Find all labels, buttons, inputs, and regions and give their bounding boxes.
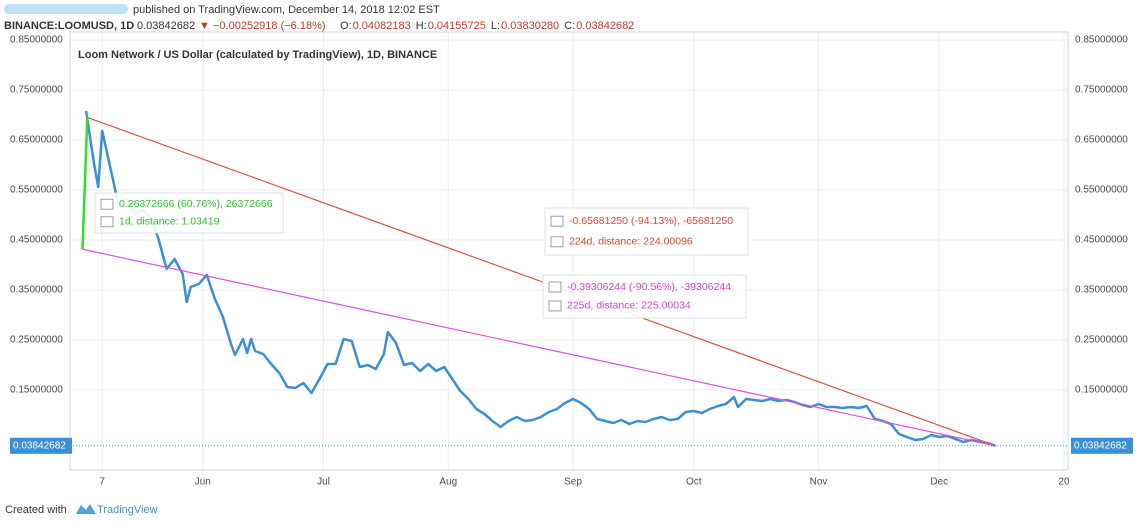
y-tick-label: 0.85000000 <box>10 35 63 46</box>
ohlc-value: 0.04155725 <box>428 20 486 32</box>
y2-tick-label: 0.85000000 <box>1075 35 1128 46</box>
y-tick-label: 0.35000000 <box>10 285 63 296</box>
measure-text: -0.65681250 (-94.13%), -65681250 <box>569 215 733 227</box>
x-tick-label: 7 <box>99 477 105 488</box>
measure-icon <box>100 216 114 228</box>
y2-tick-label: 0.15000000 <box>1075 385 1128 396</box>
measure-text: 225d, distance: 225.00034 <box>567 300 691 312</box>
logo <box>76 504 96 514</box>
y-tick-label: 0.25000000 <box>10 335 63 346</box>
measure-text: 0.26372666 (60.76%), 26372666 <box>119 198 273 210</box>
chart-title: Loom Network / US Dollar (calculated by … <box>78 49 437 61</box>
y2-tick-label: 0.55000000 <box>1075 185 1128 196</box>
ohlc-value: 0.04082183 <box>353 20 411 32</box>
y-tick-label: 0.45000000 <box>10 235 63 246</box>
measure-icon <box>548 281 562 293</box>
last-price-label-right-box <box>1071 437 1133 454</box>
y-tick-label: 0.55000000 <box>10 185 63 196</box>
ohlc-value: 0.03830280 <box>501 20 559 32</box>
ohlc-label: L: <box>491 20 500 32</box>
x-tick-label: Jun <box>195 477 211 488</box>
trend-line <box>82 248 996 447</box>
y2-tick-label: 0.45000000 <box>1075 235 1128 246</box>
arrow: ▼ <box>199 20 210 32</box>
published: published on TradingView.com, December 1… <box>133 4 440 16</box>
y-tick-label: 0.75000000 <box>10 85 63 96</box>
price: 0.03842682 <box>137 20 195 32</box>
y2-tick-label: 0.75000000 <box>1075 85 1128 96</box>
ohlc-value: 0.03842682 <box>576 20 634 32</box>
x-tick-label: Aug <box>439 477 457 488</box>
measure-text: 224d, distance: 224.00096 <box>569 236 693 248</box>
trend-line <box>81 117 89 250</box>
measure-box <box>94 192 284 234</box>
x-tick-label: 20 <box>1058 477 1070 488</box>
change: −0.00252918 (−6.18%) <box>213 20 326 32</box>
ohlc-label: O: <box>340 20 352 32</box>
footer-created: Created with <box>5 504 67 516</box>
measure-box <box>542 274 747 319</box>
x-tick-label: Dec <box>930 477 948 488</box>
last-price-label: 0.03842682 <box>13 440 66 451</box>
x-tick-label: Sep <box>564 477 582 488</box>
x-tick-label: Jul <box>317 477 330 488</box>
last-price-label-right: 0.03842682 <box>1074 440 1127 451</box>
last-price-label-box <box>10 437 72 454</box>
ohlc-label: H: <box>416 20 427 32</box>
trend-line <box>87 116 996 447</box>
price-line <box>84 110 997 447</box>
x-tick-label: Nov <box>810 477 828 488</box>
ohlc-label: C: <box>564 20 575 32</box>
plot-frame <box>69 31 1069 471</box>
y2-tick-label: 0.25000000 <box>1075 335 1128 346</box>
y-tick-label: 0.65000000 <box>10 135 63 146</box>
measure-icon <box>550 215 564 227</box>
blurred-user <box>4 4 128 14</box>
footer-brand: TradingView <box>97 504 158 516</box>
measure-box <box>544 207 749 256</box>
y2-tick-label: 0.65000000 <box>1075 135 1128 146</box>
measure-icon <box>548 300 562 312</box>
x-tick-label: Oct <box>686 477 702 488</box>
symbol: BINANCE:LOOMUSD, 1D <box>4 20 134 32</box>
measure-text: -0.39306244 (-90.56%), -39306244 <box>567 281 731 293</box>
measure-icon <box>550 236 564 248</box>
y-tick-label: 0.15000000 <box>10 385 63 396</box>
measure-text: 1d, distance: 1.03419 <box>119 216 220 228</box>
y2-tick-label: 0.35000000 <box>1075 285 1128 296</box>
measure-icon <box>100 198 114 210</box>
